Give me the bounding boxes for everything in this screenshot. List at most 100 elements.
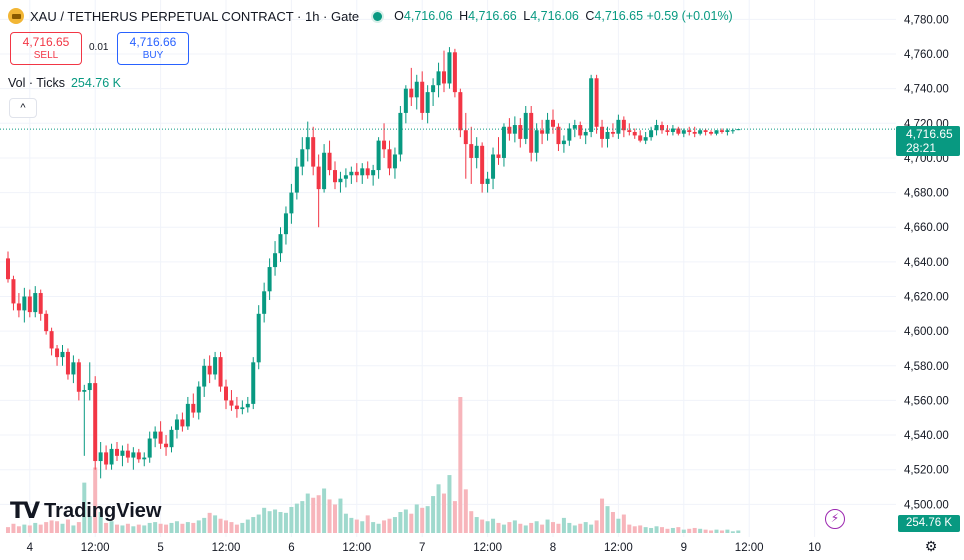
- candle: [256, 305, 261, 370]
- volume-bar: [115, 524, 119, 533]
- buy-price: 4,716.66: [129, 35, 177, 49]
- candle-body: [316, 166, 321, 190]
- candle-body: [414, 81, 419, 98]
- candle: [485, 171, 490, 193]
- volume-bars: [6, 397, 741, 533]
- volume-bar: [610, 512, 615, 533]
- candle-body: [621, 119, 626, 131]
- buy-button[interactable]: 4,716.66 BUY: [117, 32, 189, 65]
- candle: [349, 166, 354, 184]
- candle-body: [692, 131, 697, 134]
- ohlc-high-value: 4,716.66: [468, 9, 517, 23]
- volume-bar: [196, 520, 201, 533]
- volume-bar: [278, 512, 283, 533]
- candle-body: [534, 130, 539, 153]
- volume-bar: [87, 516, 92, 533]
- sell-button[interactable]: 4,716.65 SELL: [10, 32, 82, 65]
- candle: [703, 128, 708, 136]
- volume-bar: [605, 506, 610, 533]
- candle-body: [452, 52, 457, 93]
- time-tick-label: 12:00: [342, 542, 371, 554]
- lightning-icon[interactable]: ⚡: [825, 509, 845, 529]
- candle: [431, 78, 436, 106]
- volume-bar: [343, 513, 348, 533]
- candle-body: [343, 175, 348, 179]
- ohlc-high-key: H: [459, 9, 469, 23]
- candle: [709, 130, 714, 136]
- volume-bar: [327, 499, 332, 533]
- candle-body: [136, 452, 141, 460]
- price-axis: 4,500.00 4,520.00 4,540.00 4,560.00 4,580.00…: [896, 0, 964, 560]
- candle-body: [736, 129, 741, 131]
- volume-bar: [376, 523, 381, 533]
- volume-bar: [185, 522, 190, 533]
- candle-body: [218, 357, 223, 387]
- candle: [202, 358, 207, 397]
- price-tick-label: 4,680.00: [904, 188, 949, 200]
- candle: [267, 258, 272, 300]
- volume-bar: [529, 522, 534, 533]
- candle: [463, 112, 468, 179]
- candle: [501, 123, 506, 167]
- sell-label: SELL: [33, 50, 59, 61]
- candle: [420, 71, 425, 120]
- volume-bar: [392, 517, 397, 533]
- chevron-up-icon: ^: [20, 102, 26, 114]
- candle-body: [180, 419, 185, 427]
- volume-bar: [229, 522, 234, 533]
- volume-bar: [338, 498, 343, 533]
- candle: [300, 137, 305, 176]
- volume-bar: [425, 506, 430, 533]
- candle-body: [485, 178, 490, 184]
- candle-body: [349, 171, 354, 176]
- candle: [572, 119, 577, 138]
- candle: [224, 379, 228, 410]
- candle: [387, 140, 392, 176]
- volume-bar: [616, 518, 621, 533]
- candle-body: [714, 130, 719, 134]
- volume-bar: [551, 522, 555, 533]
- candle-body: [442, 71, 446, 84]
- candle-body: [665, 130, 670, 132]
- candle-body: [545, 119, 550, 134]
- volume-bar: [583, 522, 588, 533]
- ohlc-close-value: 4,716.65: [594, 9, 644, 23]
- volume-indicator-legend[interactable]: Vol · Ticks 254.76 K: [8, 76, 121, 90]
- candle: [360, 163, 365, 184]
- candle-body: [213, 357, 218, 375]
- bar-countdown: 28:21: [906, 141, 937, 155]
- candle: [120, 445, 125, 467]
- candle-body: [491, 154, 496, 179]
- volume-bar: [660, 527, 664, 533]
- candle: [38, 289, 43, 321]
- candle: [71, 355, 76, 384]
- volume-bar: [316, 495, 321, 533]
- candle: [11, 275, 16, 311]
- volume-bar: [736, 530, 741, 533]
- candle-body: [6, 258, 10, 280]
- volume-bar: [191, 522, 196, 533]
- candle: [311, 126, 316, 176]
- symbol-title[interactable]: XAU / TETHERUS PERPETUAL CONTRACT · 1h ·…: [30, 8, 360, 24]
- candle-body: [16, 303, 21, 311]
- gear-icon[interactable]: ⚙: [924, 538, 938, 554]
- time-tick-label: 7: [419, 542, 425, 554]
- volume-bar: [311, 497, 316, 533]
- volume-bar: [169, 522, 174, 533]
- candle-body: [643, 137, 648, 141]
- price-axis-bg: [896, 0, 964, 560]
- candle-body: [638, 135, 643, 141]
- candle-body: [469, 144, 474, 158]
- candle-body: [518, 125, 523, 139]
- candle-body: [583, 131, 588, 136]
- symbol-legend: XAU / TETHERUS PERPETUAL CONTRACT · 1h ·…: [8, 8, 733, 24]
- candle: [131, 447, 136, 470]
- tradingview-logo[interactable]: TV TradingView: [10, 499, 162, 524]
- collapse-legend-button[interactable]: ^: [9, 98, 37, 118]
- volume-bar: [414, 504, 419, 533]
- candle-body: [719, 130, 724, 132]
- candle-body: [305, 137, 310, 150]
- market-status-icon[interactable]: [373, 11, 383, 21]
- candle: [218, 351, 223, 392]
